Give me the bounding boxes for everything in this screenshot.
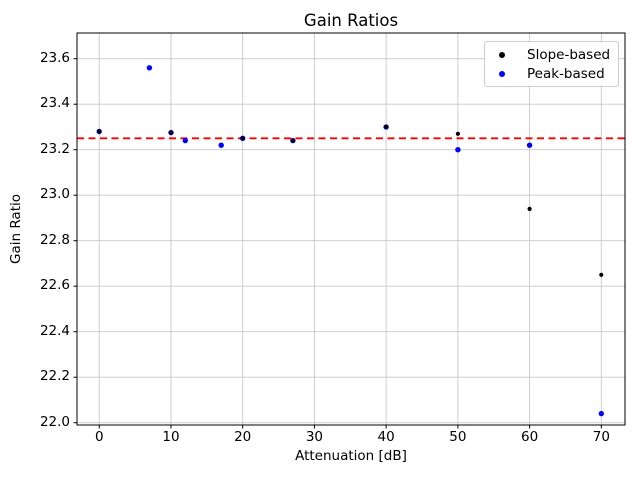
data-point-peak-based	[455, 147, 461, 153]
legend-label-peak-based: Peak-based	[527, 65, 605, 82]
data-point-peak-based	[182, 137, 188, 144]
x-tick-label: 60	[521, 429, 539, 445]
x-tick-label: 70	[592, 429, 610, 445]
data-point-slope-based	[240, 136, 245, 141]
x-tick-label: 50	[449, 429, 467, 445]
data-point-slope-based	[455, 131, 460, 136]
x-tick-label: 10	[162, 429, 180, 445]
x-axis-label: Attenuation [dB]	[295, 448, 407, 464]
y-axis-label: Gain Ratio	[8, 194, 24, 264]
data-point-slope-based	[168, 130, 174, 135]
data-point-peak-based	[526, 142, 533, 148]
data-point-peak-based	[598, 410, 604, 417]
y-tick-label: 22.0	[39, 413, 70, 430]
axes-spines	[76, 32, 626, 426]
data-point-slope-based	[290, 138, 295, 143]
x-tick-label: 0	[94, 429, 104, 445]
legend: Slope-based Peak-based	[484, 41, 619, 87]
data-point-slope-based	[97, 129, 102, 134]
data-point-slope-based	[384, 124, 389, 130]
data-point-peak-based	[146, 65, 153, 71]
slope-based-marker-dot	[499, 51, 505, 58]
data-point-slope-based	[527, 206, 532, 211]
legend-label-slope-based: Slope-based	[527, 46, 611, 63]
y-tick-label: 23.0	[39, 186, 70, 203]
legend-item-slope-based: Slope-based	[485, 45, 618, 64]
x-tick-label: 40	[377, 429, 395, 445]
x-tick-label: 30	[305, 429, 323, 445]
legend-item-peak-based: Peak-based	[485, 64, 618, 83]
peak-based-marker-dot	[499, 70, 505, 77]
chart-title: Gain Ratios	[303, 11, 399, 30]
y-tick-label: 22.8	[39, 231, 70, 248]
y-tick-label: 22.2	[39, 368, 70, 385]
y-tick-label: 22.6	[39, 277, 70, 294]
y-tick-label: 23.4	[39, 95, 70, 112]
y-tick-label: 22.4	[39, 322, 70, 339]
y-tick-label: 23.2	[39, 140, 70, 157]
x-tick-label: 20	[234, 429, 252, 445]
data-point-peak-based	[218, 142, 224, 148]
data-point-slope-based	[599, 272, 604, 277]
y-tick-label: 23.6	[39, 49, 70, 66]
